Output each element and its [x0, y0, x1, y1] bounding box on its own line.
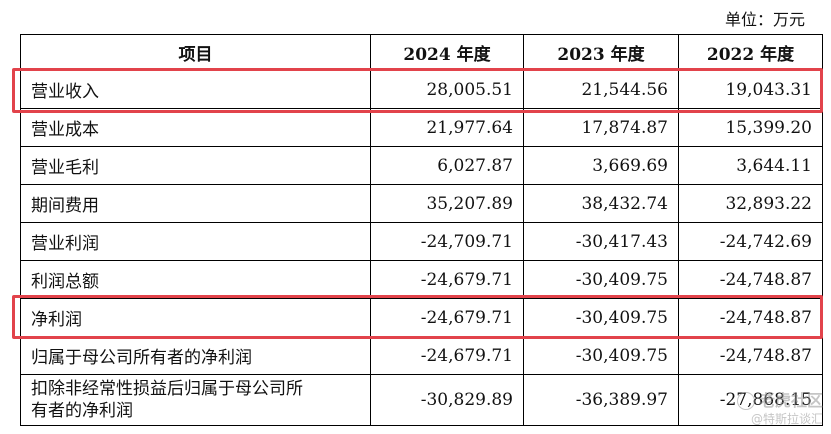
table-row: 扣除非经常性损益后归属于母公司所 有者的净利润 -30,829.89 -36,3… — [20, 374, 823, 426]
row-label: 归属于母公司所有者的净利润 — [20, 336, 371, 375]
highlight-box-net-profit — [12, 295, 823, 339]
row-label: 利润总额 — [20, 260, 371, 299]
table-row: 归属于母公司所有者的净利润 -24,679.71 -30,409.75 -24,… — [20, 336, 823, 375]
cell-2022: 15,399.20 — [678, 108, 823, 147]
watermark-logo-icon — [736, 392, 755, 410]
cell-2024: 6,027.87 — [370, 146, 524, 185]
header-2024: 2024 年度 — [370, 34, 524, 71]
row-label: 营业成本 — [20, 108, 371, 147]
row-label-line1: 扣除非经常性损益后归属于母公司所 — [31, 379, 303, 399]
watermark-line2: @特斯拉谈汇 — [750, 412, 823, 426]
header-2023: 2023 年度 — [523, 34, 679, 71]
financial-table: 项目 2024 年度 2023 年度 2022 年度 营业收入 28,005.5… — [20, 34, 823, 426]
cell-2024: 35,207.89 — [370, 184, 524, 223]
cell-2022: -24,748.87 — [678, 260, 823, 299]
cell-2023: 21,544.56 — [523, 70, 679, 109]
cell-2024: -30,829.89 — [370, 374, 524, 426]
header-2022: 2022 年度 — [678, 34, 823, 71]
cell-2022: -24,748.87 — [678, 298, 823, 337]
cell-2023: -30,409.75 — [523, 336, 679, 375]
cell-2024: -24,679.71 — [370, 298, 524, 337]
row-label: 营业毛利 — [20, 146, 371, 185]
row-label-line2: 有者的净利润 — [31, 401, 133, 421]
cell-2022: -24,748.87 — [678, 336, 823, 375]
cell-2023: -36,389.97 — [523, 374, 679, 426]
header-item: 项目 — [20, 34, 371, 71]
cell-2022: 3,644.11 — [678, 146, 823, 185]
table-row: 营业毛利 6,027.87 3,669.69 3,644.11 — [20, 146, 823, 185]
cell-2023: -30,409.75 — [523, 260, 679, 299]
table-row: 营业利润 -24,709.71 -30,417.43 -24,742.69 — [20, 222, 823, 261]
cell-2023: 38,432.74 — [523, 184, 679, 223]
cell-2023: -30,409.75 — [523, 298, 679, 337]
watermark: 老虎社区 @特斯拉谈汇 — [736, 390, 823, 429]
unit-label: 单位：万元 — [724, 10, 805, 29]
cell-2023: -30,417.43 — [523, 222, 679, 261]
table-row: 利润总额 -24,679.71 -30,409.75 -24,748.87 — [20, 260, 823, 299]
cell-2022: 32,893.22 — [678, 184, 823, 223]
cell-2024: -24,679.71 — [370, 336, 524, 375]
cell-2023: 3,669.69 — [523, 146, 679, 185]
table-row: 营业成本 21,977.64 17,874.87 15,399.20 — [20, 108, 823, 147]
cell-2024: 21,977.64 — [370, 108, 524, 147]
cell-2022: -24,742.69 — [678, 222, 823, 261]
table-row: 净利润 -24,679.71 -30,409.75 -24,748.87 — [20, 298, 823, 337]
cell-2022: 19,043.31 — [678, 70, 823, 109]
table-row: 期间费用 35,207.89 38,432.74 32,893.22 — [20, 184, 823, 223]
cell-2024: -24,709.71 — [370, 222, 524, 261]
row-label: 期间费用 — [20, 184, 371, 223]
highlight-box-revenue — [12, 68, 823, 113]
table-header-row: 项目 2024 年度 2023 年度 2022 年度 — [20, 34, 823, 71]
watermark-line1: 老虎社区 — [758, 390, 823, 410]
row-label: 营业利润 — [20, 222, 371, 261]
cell-2023: 17,874.87 — [523, 108, 679, 147]
table-row: 营业收入 28,005.51 21,544.56 19,043.31 — [20, 70, 823, 109]
row-label: 扣除非经常性损益后归属于母公司所 有者的净利润 — [20, 374, 371, 426]
cell-2024: -24,679.71 — [370, 260, 524, 299]
